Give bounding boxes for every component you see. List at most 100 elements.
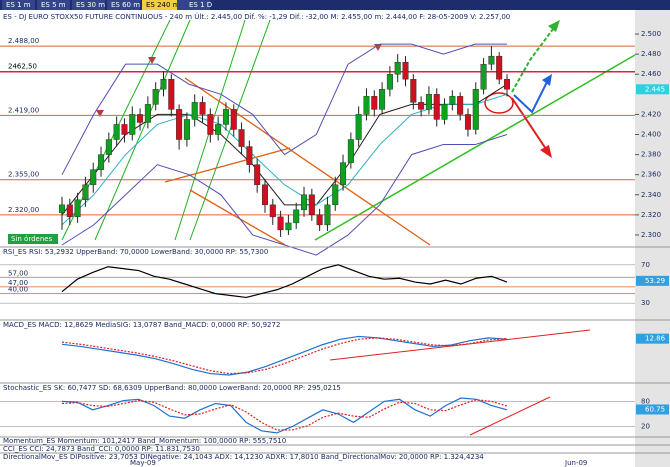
current-value-box [636,404,669,415]
candle-body [371,96,378,110]
trend-line [469,396,551,436]
pane-label: DirectionalMov_ES DIPositive: 23,7053 DI… [3,453,484,461]
candle-body [324,204,331,226]
level-label: 2.488,00 [8,37,39,45]
arrow-up [511,24,557,93]
y-tick-label: 30 [641,299,650,307]
level-label: 2.419,00 [8,106,39,114]
pane-label: MACD_ES MACD: 12,8629 MediaSIG: 13,0787 … [3,321,280,329]
candle-body [137,114,144,123]
highlight-circle [484,92,514,114]
candle-body [215,124,222,135]
tab[interactable] [107,0,140,10]
indicator-line [61,337,508,375]
tab[interactable] [177,0,210,10]
indicator-line [61,397,508,434]
y-tick-label: 2.500 [641,30,661,38]
candle-body [98,154,105,170]
y-tick-label: 20 [641,423,650,431]
candle-body [386,74,393,90]
fan-line [94,19,191,241]
candle-body [410,79,417,103]
candle-body [418,102,425,110]
tab[interactable] [37,0,70,10]
candle-body [464,114,471,130]
pane-label: Momentum_ES Momentum: 101,2417 Band_Mome… [3,437,286,445]
arrow-down [511,97,549,153]
candle-body [449,96,456,105]
candle-body [301,194,308,211]
y-tick-label: 80 [641,397,650,405]
tab-label: ES 1 D [189,1,212,9]
y-tick-label: 2.340 [641,191,661,199]
arrowhead [540,145,552,158]
candle-body [285,222,292,231]
candle-body [168,79,175,110]
candle-body [394,61,401,75]
level-label: 40,00 [8,286,28,294]
candle-body [246,146,253,165]
candle-body [379,89,386,110]
tab-label: ES 30 m [76,1,105,9]
candle-body [472,89,479,130]
tab[interactable] [142,0,183,10]
candle-body [277,216,284,231]
pane-label: Stochastic_ES SK: 60,7477 SD: 68,6309 Up… [3,384,341,392]
candle-body [176,109,183,140]
y-tick-label: 2.360 [641,171,661,179]
overlay-line [61,134,508,256]
marker [96,110,104,117]
candle-body [347,139,354,163]
level-label: 2.320,00 [8,206,39,214]
overlay-line [61,43,507,175]
candle-body [183,119,190,140]
candle-body [191,102,198,120]
candle-body [82,184,89,200]
trend-line [329,329,591,361]
candle-body [113,124,120,140]
fan-line [189,19,271,241]
y-tick-label: 2.400 [641,131,661,139]
candle-body [480,63,487,90]
candle-body [152,89,159,105]
tab[interactable] [72,0,105,10]
current-value-box [636,275,669,286]
candle-body [59,204,66,214]
header: ES - DJ EURO STOXX50 FUTURE CONTINUOUS -… [3,12,510,21]
date-label: Jun-09 [564,459,587,467]
candle-body [199,102,206,115]
candle-body [207,114,214,135]
tab-bar [0,0,670,10]
y-tick-label: 2.380 [641,151,661,159]
status-box [8,234,58,244]
date-label: May-09 [130,459,156,467]
arrow-middle [513,79,549,114]
candle-body [340,162,347,185]
overlay-line [61,93,508,226]
trend-line [314,54,636,241]
current-price-box [636,84,669,95]
candle-body [457,96,464,115]
candle-body [121,124,128,135]
indicator-line [61,399,508,431]
y-tick-label: 70 [641,261,650,269]
candle-body [363,96,370,115]
tab[interactable] [2,0,35,10]
pane-label: CCI_ES CCI: 24,7873 Band_CCI: 0,0000 RP:… [3,445,200,453]
candle-body [433,94,440,120]
candle-body [160,79,167,90]
candle-body [355,114,362,140]
candle-body [269,204,276,218]
marker [148,57,156,64]
tab-label: ES 5 m [41,1,66,9]
candle-body [316,214,323,226]
level-label: 2.355,00 [8,171,39,179]
candle-body [308,194,315,216]
tab-label: ES 60 m [111,1,140,9]
current-value: 60.75 [645,405,665,413]
candle-body [230,109,237,130]
arrowhead [542,74,552,86]
indicator-line [61,264,508,299]
candle-body [222,109,229,125]
level-label: 2462,50 [8,63,37,71]
